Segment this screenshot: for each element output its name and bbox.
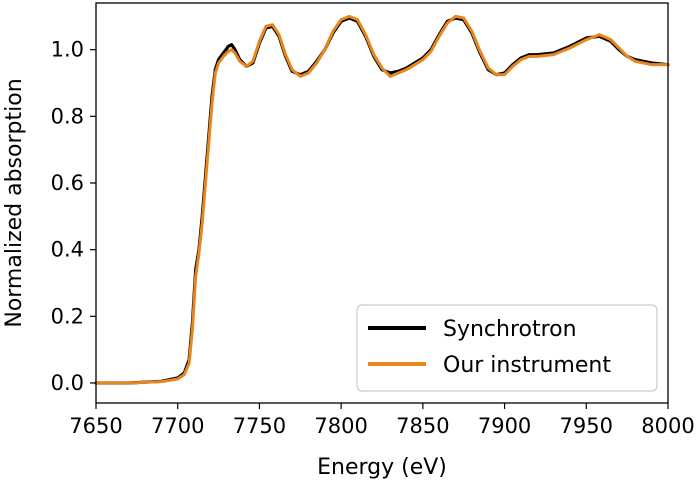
x-tick-label-1: 7700 — [151, 414, 204, 438]
y-axis-label: Normalized absorption — [2, 78, 27, 327]
x-tick-label-4: 7850 — [396, 414, 449, 438]
legend-label-synchrotron: Synchrotron — [443, 317, 577, 342]
series-layer — [94, 14, 670, 385]
x-tick-label-6: 7950 — [560, 414, 613, 438]
legend-label-our-instrument: Our instrument — [443, 353, 611, 378]
x-axis-ticks: 7650 7700 7750 7800 7850 7900 7950 8000 — [69, 403, 695, 438]
y-tick-label-1: 0.2 — [51, 304, 84, 328]
x-tick-label-5: 7900 — [478, 414, 531, 438]
y-tick-label-0: 0.0 — [51, 371, 84, 395]
x-tick-label-3: 7800 — [314, 414, 367, 438]
plot-frame — [95, 2, 669, 404]
y-axis-ticks: 0.0 0.2 0.4 0.6 0.8 1.0 — [51, 38, 96, 395]
x-tick-label-7: 8000 — [641, 414, 694, 438]
y-tick-label-2: 0.4 — [51, 238, 84, 262]
x-axis-label: Energy (eV) — [317, 455, 447, 480]
y-tick-label-4: 0.8 — [51, 104, 84, 128]
x-tick-label-0: 7650 — [69, 414, 122, 438]
legend-box — [356, 304, 658, 392]
y-tick-label-3: 0.6 — [51, 171, 84, 195]
x-tick-label-2: 7750 — [233, 414, 286, 438]
y-tick-label-5: 1.0 — [51, 38, 84, 62]
legend: Synchrotron Our instrument — [356, 304, 658, 392]
series-line-our-instrument — [94, 14, 670, 385]
